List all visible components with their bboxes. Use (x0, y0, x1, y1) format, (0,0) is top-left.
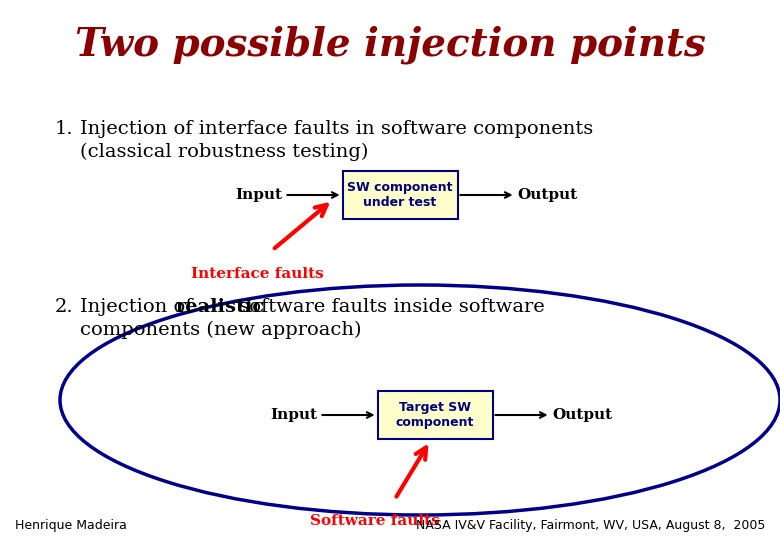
Text: Interface faults: Interface faults (191, 267, 324, 281)
Text: SW component
under test: SW component under test (347, 181, 452, 209)
Text: Output: Output (552, 408, 612, 422)
Text: NASA IV&V Facility, Fairmont, WV, USA, August 8,  2005: NASA IV&V Facility, Fairmont, WV, USA, A… (416, 519, 765, 532)
Text: Input: Input (236, 188, 282, 202)
Text: (classical robustness testing): (classical robustness testing) (80, 143, 368, 161)
Text: Output: Output (517, 188, 578, 202)
Text: Software faults: Software faults (310, 514, 440, 528)
Text: software faults inside software: software faults inside software (233, 298, 544, 316)
Text: Input: Input (271, 408, 317, 422)
Text: Injection of interface faults in software components: Injection of interface faults in softwar… (80, 120, 594, 138)
Text: components (new approach): components (new approach) (80, 321, 361, 339)
Text: 2.: 2. (55, 298, 73, 316)
Text: Two possible injection points: Two possible injection points (75, 26, 705, 64)
Text: Injection of: Injection of (80, 298, 199, 316)
Text: realistic: realistic (175, 298, 264, 316)
FancyBboxPatch shape (342, 171, 458, 219)
FancyBboxPatch shape (378, 391, 492, 439)
Text: 1.: 1. (55, 120, 73, 138)
Text: Henrique Madeira: Henrique Madeira (15, 519, 127, 532)
Text: Target SW
component: Target SW component (395, 401, 474, 429)
